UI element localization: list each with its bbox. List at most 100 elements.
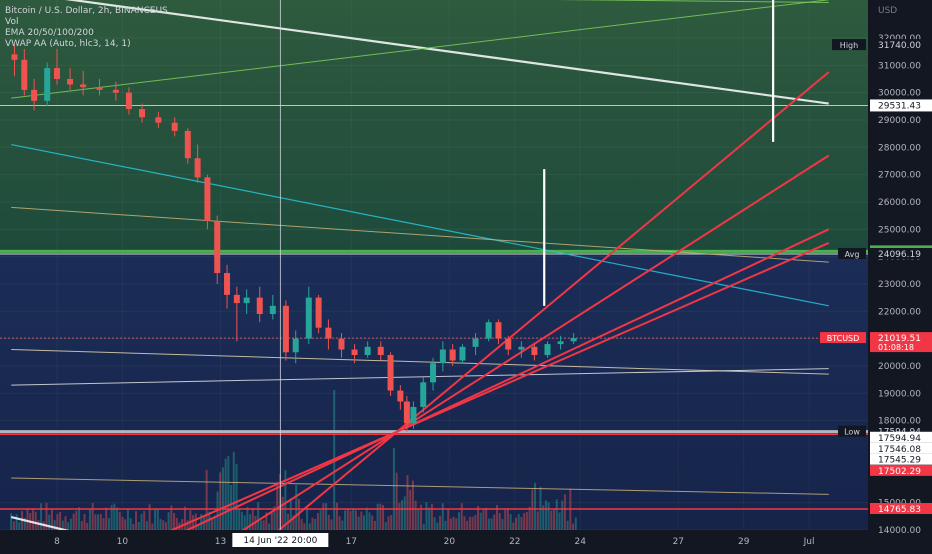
volume-bar	[371, 515, 374, 530]
volume-bar	[137, 522, 140, 530]
fan-line[interactable]	[102, 228, 830, 554]
crosshair-price-label: 29531.43	[870, 99, 932, 112]
volume-bar	[463, 516, 466, 530]
volume-bar	[186, 520, 189, 530]
candle-body	[194, 158, 201, 178]
volume-bar	[170, 505, 173, 530]
candle	[449, 344, 456, 366]
candle-body	[351, 349, 358, 356]
y-tick-label: 27000.00	[878, 171, 921, 181]
price-label-countdown: 01:08:18	[878, 343, 914, 352]
volume-bar	[34, 511, 37, 530]
volume-bar	[154, 508, 157, 530]
volume-bar	[406, 475, 409, 530]
volume-bar	[447, 508, 450, 530]
price-label-tag-box	[820, 332, 866, 344]
volume-bar	[439, 515, 442, 530]
trend-line[interactable]	[70, 0, 829, 3]
candle-body	[44, 68, 51, 101]
volume-bar	[477, 506, 480, 530]
candle	[472, 333, 479, 356]
volume-bar	[496, 504, 499, 530]
candle-body	[233, 294, 240, 304]
candle-body	[214, 221, 221, 274]
volume-bar	[555, 499, 558, 530]
fan-line[interactable]	[181, 154, 830, 554]
candle-body	[315, 297, 322, 328]
trend-line[interactable]	[11, 477, 829, 495]
candle	[67, 68, 74, 90]
candle	[125, 87, 132, 115]
volume-bar	[162, 520, 165, 530]
price-label-value: 17546.08	[878, 445, 921, 455]
x-tick-label: 22	[509, 537, 520, 547]
volume-bar	[107, 518, 110, 530]
volume-bar	[436, 522, 439, 530]
time-axis[interactable]: 8 10 13 17 20 22 24 27 29 Jul 14 Jun '22 20:00	[54, 533, 815, 547]
candle-body	[305, 297, 312, 339]
candle	[224, 264, 231, 309]
price-label-tag-box	[838, 425, 866, 437]
candle	[282, 300, 289, 361]
candle-body	[21, 59, 28, 90]
candle-body	[171, 122, 178, 131]
price-label-tag: Low	[844, 428, 860, 437]
volume-bar	[417, 509, 420, 530]
volume-bar	[550, 510, 553, 530]
volume-bar	[466, 520, 469, 530]
candle	[459, 344, 466, 364]
volume-bar	[376, 503, 379, 530]
volume-bar	[116, 507, 119, 530]
volume-bar	[344, 510, 347, 530]
volume-bar	[382, 504, 385, 530]
candle	[269, 294, 276, 320]
volume-bar	[246, 506, 249, 530]
price-label-value: 14765.83	[878, 505, 921, 515]
candle-body	[472, 338, 479, 347]
volume-bar	[395, 472, 398, 530]
candle	[430, 357, 437, 391]
candle	[557, 335, 564, 350]
volume-bar	[221, 467, 224, 530]
trend-line[interactable]	[11, 368, 829, 386]
fan-line[interactable]	[231, 71, 830, 554]
volume-bar	[352, 508, 355, 530]
trend-line[interactable]	[11, 143, 829, 307]
upper-zone	[0, 0, 868, 254]
price-label-tag: High	[840, 41, 858, 50]
volume-bar	[143, 511, 146, 530]
volume-bar	[303, 523, 306, 530]
volume-bar	[308, 523, 311, 530]
price-label-box	[870, 39, 932, 51]
candle	[214, 215, 221, 284]
price-label-tag-box	[832, 39, 866, 51]
volume-bar	[346, 508, 349, 530]
volume-bar	[118, 511, 121, 530]
volume-bar	[335, 502, 338, 530]
candle-body	[518, 346, 525, 350]
trend-line[interactable]	[11, 206, 829, 263]
volume-bar	[232, 451, 235, 530]
trend-line[interactable]	[11, 0, 829, 99]
y-tick-label: 19000.00	[878, 389, 921, 399]
volume-bar	[276, 481, 279, 530]
candle-body	[557, 341, 564, 345]
volume-bar	[64, 516, 67, 530]
fan-line[interactable]	[81, 242, 830, 554]
volume-bar	[219, 472, 222, 530]
volume-bar	[468, 516, 471, 530]
candle-body	[96, 87, 103, 90]
volume-bar	[83, 514, 86, 530]
volume-bar	[325, 503, 328, 530]
candle-body	[505, 338, 512, 350]
volume-bar	[558, 512, 561, 530]
candle-body	[495, 322, 502, 339]
candle	[387, 352, 394, 397]
trend-line[interactable]	[11, 349, 829, 375]
volume-bar	[183, 506, 186, 530]
trend-line[interactable]	[11, 0, 829, 105]
volume-bar	[373, 520, 376, 530]
price-label: 17546.08	[870, 442, 932, 455]
